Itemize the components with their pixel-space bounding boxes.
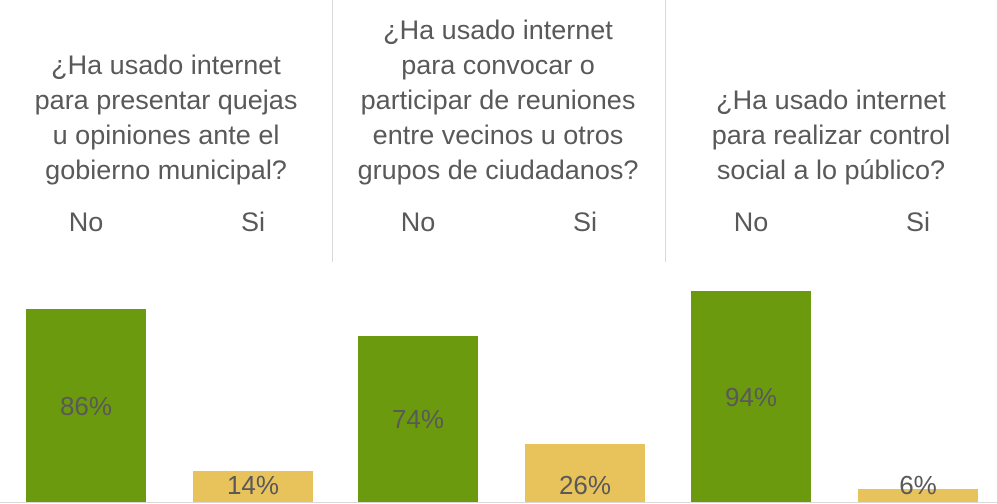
bar-si: [193, 470, 313, 502]
question-line: para realizar control: [711, 120, 951, 150]
category-label: No: [68, 207, 104, 237]
bar-no: [358, 336, 478, 502]
category-label: Si: [240, 207, 265, 237]
data-label: 26%: [558, 470, 612, 500]
question-line: entre vecinos u otros: [372, 120, 624, 150]
question-line: ¿Ha usado internet: [716, 85, 946, 115]
data-label: 94%: [724, 381, 778, 412]
group-question: ¿Ha usado internet para realizar control s…: [665, 83, 997, 188]
data-label: 74%: [391, 404, 445, 435]
question-line: ¿Ha usado internet: [51, 50, 281, 80]
question-line: ¿Ha usado internet: [383, 15, 613, 45]
category-label: Si: [572, 207, 597, 237]
bar-no: [691, 291, 811, 502]
category-label: No: [400, 207, 436, 237]
group-separator: [332, 0, 333, 262]
question-line: para convocar o: [401, 50, 595, 80]
data-label: 86%: [59, 390, 113, 421]
group-separator: [665, 0, 666, 262]
question-line: para presentar quejas: [34, 85, 298, 115]
question-line: grupos de ciudadanos?: [357, 155, 639, 185]
chart-baseline: [0, 502, 997, 503]
question-line: participar de reuniones: [360, 85, 636, 115]
question-line: social a lo público?: [716, 155, 946, 185]
bar-no: [26, 309, 146, 502]
data-label: 6%: [899, 470, 937, 500]
group-question: ¿Ha usado internet para presentar quejas u…: [0, 48, 332, 188]
question-line: gobierno municipal?: [45, 155, 287, 185]
data-label: 14%: [226, 470, 280, 500]
bar-si: [525, 443, 645, 502]
category-label: Si: [905, 207, 930, 237]
category-label: No: [733, 207, 769, 237]
bar-si: [858, 488, 978, 502]
group-question: ¿Ha usado internet para convocar o partici…: [332, 13, 664, 188]
question-line: u opiniones ante el: [52, 120, 280, 150]
